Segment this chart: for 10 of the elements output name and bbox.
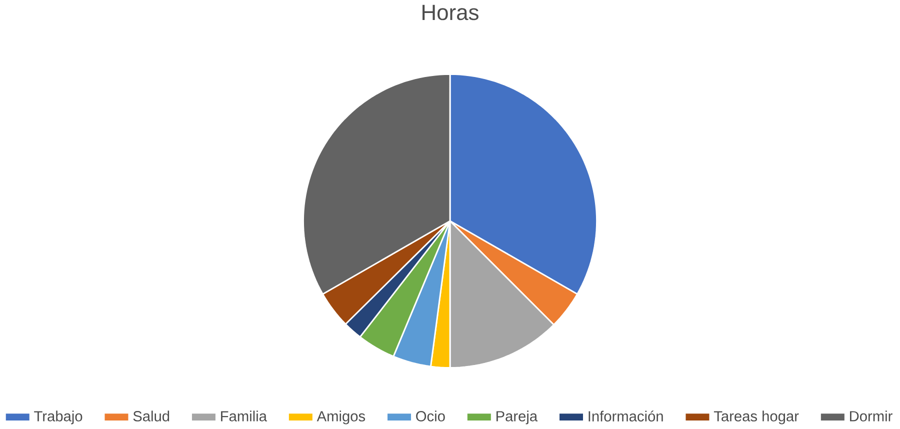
legend-label: Pareja [496, 410, 538, 424]
legend-label: Ocio [416, 410, 445, 422]
legend-label: Dormir [850, 410, 892, 422]
legend-label: Tareas hogar [714, 410, 799, 424]
legend-label: Familia [221, 410, 267, 422]
chart-title: Horas [422, 4, 478, 20]
legend-label: Amigos [316, 410, 366, 424]
legend-label: Información [588, 410, 663, 422]
legend-label: Trabajo [34, 410, 82, 424]
legend-label: Salud [133, 410, 170, 422]
